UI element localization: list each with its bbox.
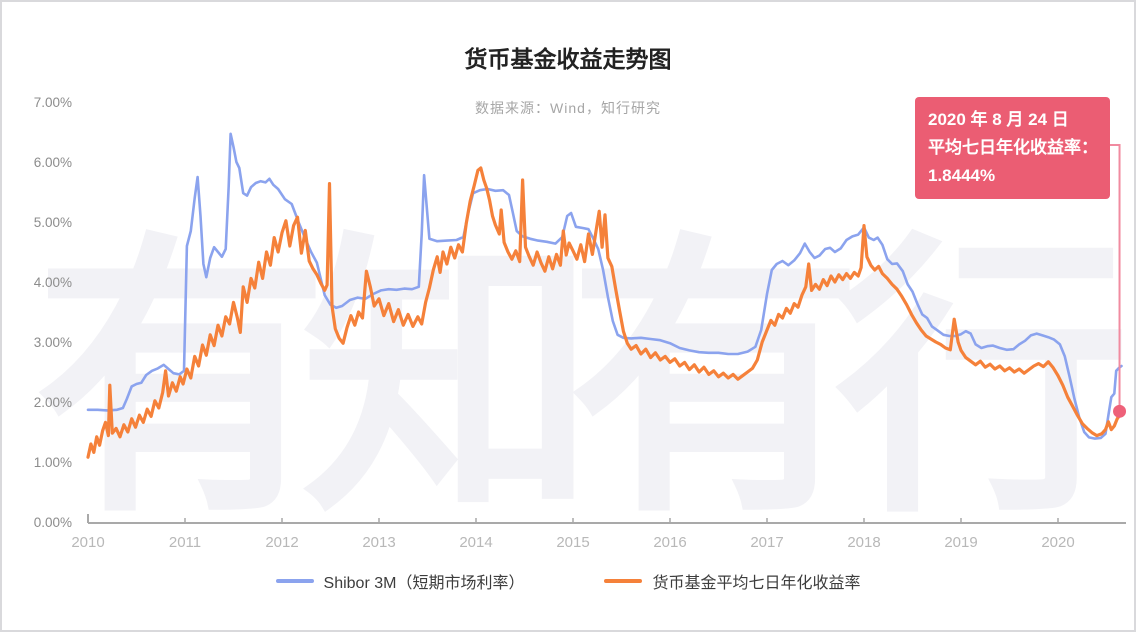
x-axis-label: 2020 — [1041, 534, 1074, 551]
x-axis-label: 2017 — [750, 534, 783, 551]
annotation-value: 1.8444% — [928, 166, 996, 185]
y-axis-label: 0.00% — [34, 515, 72, 530]
x-axis-label: 2011 — [169, 534, 201, 551]
y-axis-label: 6.00% — [34, 155, 72, 170]
x-axis-label: 2010 — [71, 534, 104, 551]
x-axis-label: 2014 — [459, 534, 492, 551]
x-axis-label: 2015 — [556, 534, 589, 551]
y-axis-label: 4.00% — [34, 275, 72, 290]
y-axis-label: 5.00% — [34, 215, 72, 230]
watermark-text: 有知有行 — [34, 215, 1130, 546]
x-axis-label: 2013 — [362, 534, 395, 551]
chart-subtitle: 数据来源：Wind，知行研究 — [475, 100, 661, 116]
shibor-3m-line — [86, 132, 1123, 440]
legend-label-shibor: Shibor 3M（短期市场利率） — [323, 575, 525, 592]
latest-point-marker — [1113, 404, 1127, 418]
annotation-callout: 2020 年 8 月 24 日 平均七日年化收益率： 1.8444% — [915, 97, 1110, 199]
annotation-label: 平均七日年化收益率： — [928, 138, 1098, 157]
y-axis-label: 2.00% — [34, 395, 72, 410]
legend-item-shibor[interactable]: Shibor 3M（短期市场利率） — [275, 569, 525, 593]
page-title: 货币基金收益走势图 — [464, 46, 672, 72]
legend-label-fund: 货币基金平均七日年化收益率 — [652, 575, 861, 592]
y-axis-label: 3.00% — [34, 335, 72, 350]
annotation-connector-line — [1110, 144, 1121, 412]
x-axis-label: 2012 — [265, 534, 298, 551]
shibor-line-swatch — [275, 579, 314, 583]
fund-yield-line — [86, 166, 1124, 459]
fund-line-swatch — [604, 579, 643, 583]
legend-item-fund[interactable]: 货币基金平均七日年化收益率 — [604, 569, 860, 593]
y-axis-label: 7.00% — [34, 95, 72, 110]
x-axis-label: 2019 — [944, 534, 977, 551]
x-axis-label: 2016 — [653, 534, 686, 551]
chart-legend: Shibor 3M（短期市场利率） 货币基金平均七日年化收益率 — [2, 569, 1134, 593]
y-axis-label: 1.00% — [34, 455, 72, 470]
annotation-date: 2020 年 8 月 24 日 — [928, 110, 1069, 129]
x-axis-label: 2018 — [847, 534, 880, 551]
